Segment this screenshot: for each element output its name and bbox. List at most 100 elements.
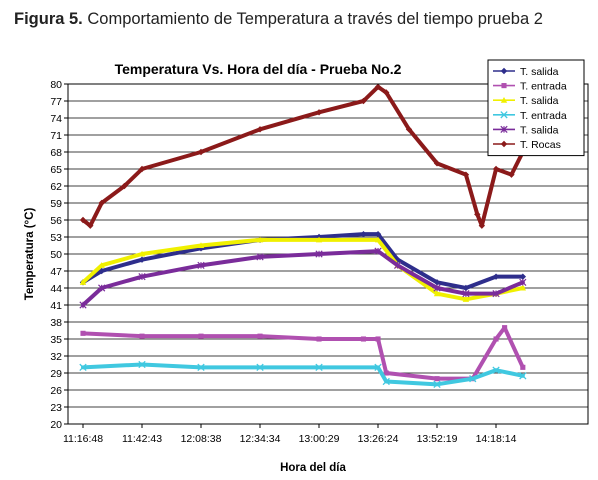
data-point <box>138 165 146 173</box>
data-point <box>374 247 382 255</box>
legend-label: T. salida <box>520 95 559 107</box>
y-tick-label: 53 <box>50 232 62 244</box>
data-point <box>315 250 323 258</box>
data-point <box>138 273 146 281</box>
data-point <box>520 364 526 370</box>
data-point <box>315 363 323 371</box>
data-point <box>492 273 500 280</box>
y-tick-label: 26 <box>50 385 62 397</box>
data-point <box>315 236 323 243</box>
legend: T. salida T. entrada T. salida T. entrada T.… <box>487 59 585 157</box>
legend-label: T. salida <box>520 66 559 78</box>
y-tick-label: 62 <box>50 181 62 193</box>
series-line <box>81 84 525 228</box>
y-tick-label: 47 <box>50 266 62 278</box>
data-point <box>519 278 527 286</box>
data-point <box>375 336 381 342</box>
data-point <box>139 333 145 339</box>
data-point <box>393 261 402 269</box>
data-point <box>121 182 128 190</box>
series-line <box>81 325 525 381</box>
y-tick-label: 74 <box>50 113 62 125</box>
data-point <box>197 242 205 249</box>
data-point <box>79 216 87 224</box>
series-5 <box>79 83 527 229</box>
data-point <box>374 236 382 243</box>
figure-caption-text: Comportamiento de Temperatura a través d… <box>87 10 543 28</box>
data-point <box>493 336 499 342</box>
y-tick-label: 41 <box>50 300 62 312</box>
y-tick-label: 38 <box>50 317 62 329</box>
series-line <box>81 362 525 387</box>
series-line <box>81 237 525 302</box>
x-tick-label: 12:34:34 <box>240 433 281 445</box>
data-point <box>374 363 382 371</box>
series-layer <box>79 83 527 388</box>
data-point <box>462 290 470 298</box>
data-point <box>502 325 508 331</box>
data-point <box>315 109 323 116</box>
y-tick-label: 65 <box>50 164 62 176</box>
y-tick-label: 23 <box>50 402 62 414</box>
data-point <box>492 165 500 173</box>
data-point <box>256 236 264 243</box>
data-point <box>197 261 205 269</box>
x-tick-label: 14:18:14 <box>476 433 517 445</box>
data-point <box>508 171 515 178</box>
data-point <box>79 363 87 371</box>
data-point <box>138 360 146 369</box>
data-point <box>79 301 87 309</box>
series-4 <box>79 247 527 309</box>
data-point <box>256 253 264 261</box>
data-point <box>374 230 382 238</box>
data-point <box>257 333 263 339</box>
data-point <box>469 375 477 383</box>
data-point <box>433 284 441 292</box>
data-point <box>79 279 87 285</box>
series-line <box>81 249 525 307</box>
data-point <box>462 296 470 302</box>
legend-label: T. salida <box>520 124 559 136</box>
legend-entry: T. Rocas <box>493 139 561 151</box>
legend-label: T. Rocas <box>520 139 561 151</box>
y-tick-label: 20 <box>50 419 62 431</box>
legend-entry: T. salida <box>493 124 559 136</box>
data-point <box>519 284 527 291</box>
data-point <box>433 380 441 388</box>
data-point <box>434 376 440 382</box>
data-point <box>382 377 390 386</box>
legend-marker <box>500 111 508 119</box>
series-2 <box>79 236 527 302</box>
data-point <box>374 83 382 91</box>
data-point <box>256 363 264 371</box>
y-tick-label: 44 <box>50 283 62 295</box>
series-0 <box>79 230 527 292</box>
data-point <box>80 330 86 336</box>
data-point <box>519 273 527 280</box>
data-point <box>360 230 367 238</box>
data-point <box>433 160 441 167</box>
x-axis-label: Hora del día <box>280 462 346 474</box>
x-tick-label: 11:16:48 <box>63 433 103 445</box>
plot-frame <box>67 83 589 425</box>
y-tick-label: 68 <box>50 147 62 159</box>
data-point <box>138 250 146 257</box>
legend-marker <box>500 67 508 75</box>
data-point <box>360 97 367 105</box>
legend-entry: T. salida <box>493 66 559 78</box>
legend-label: T. entrada <box>520 81 567 93</box>
x-tick-label: 12:08:38 <box>181 433 222 445</box>
data-point <box>492 290 500 298</box>
y-axis-label: Temperatura (°C) <box>24 208 36 301</box>
legend-marker <box>500 140 508 148</box>
data-point <box>316 336 322 342</box>
legend-marker <box>501 83 507 89</box>
y-tick-label: 50 <box>50 249 62 261</box>
data-point <box>256 126 264 133</box>
data-point <box>98 284 106 292</box>
data-point <box>197 148 205 156</box>
legend-box <box>487 59 585 157</box>
legend-entry: T. entrada <box>493 81 567 93</box>
y-tick-label: 32 <box>50 351 62 363</box>
data-point <box>138 256 146 263</box>
